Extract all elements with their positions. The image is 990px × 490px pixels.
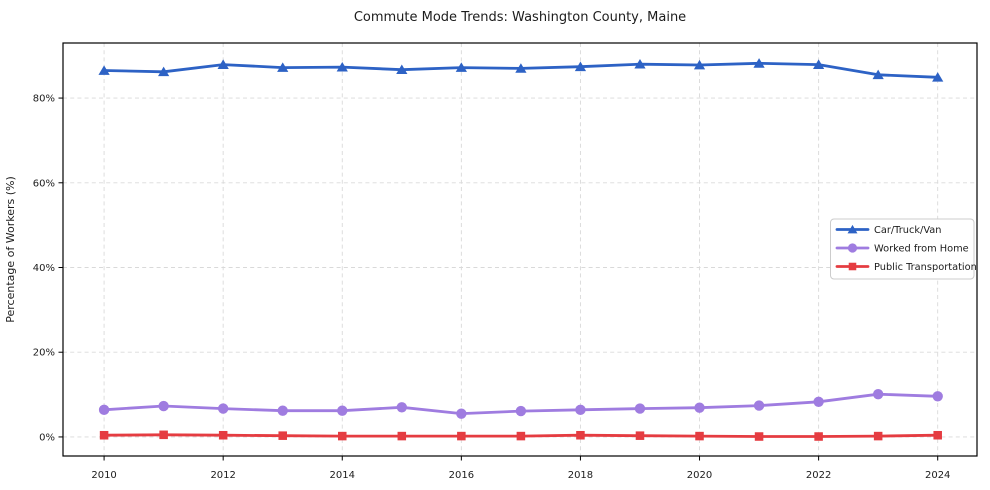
data-point-marker	[278, 431, 287, 440]
data-point-marker	[813, 396, 824, 407]
data-point-marker	[574, 61, 587, 72]
data-point-marker	[576, 430, 585, 440]
series-1	[98, 388, 943, 419]
data-point-marker	[217, 403, 229, 414]
data-point-marker	[158, 66, 170, 77]
data-point-marker	[158, 400, 169, 412]
data-point-marker	[693, 59, 706, 70]
x-tick-label: 2010	[91, 470, 116, 481]
data-point-marker	[277, 62, 289, 72]
data-point-marker	[635, 431, 645, 440]
data-point-marker	[456, 408, 467, 419]
data-point-marker	[694, 402, 705, 413]
data-point-marker	[873, 431, 883, 441]
y-tick-label: 80%	[33, 94, 55, 105]
data-point-marker	[872, 69, 884, 80]
y-axis-label: Percentage of Workers (%)	[4, 176, 17, 323]
y-tick-label: 0%	[39, 432, 55, 443]
plot-border	[62, 42, 978, 457]
data-point-marker	[457, 431, 466, 441]
data-point-marker	[337, 431, 347, 441]
data-point-marker	[932, 391, 943, 402]
axes-frame	[62, 42, 978, 457]
data-point-marker	[455, 62, 467, 72]
x-tick-label: 2016	[449, 470, 474, 481]
data-point-marker	[336, 61, 348, 72]
legend-item: Worked from Home	[835, 243, 969, 255]
data-point-marker	[99, 430, 109, 440]
data-point-marker	[695, 431, 704, 441]
data-point-marker	[159, 430, 168, 440]
data-point-marker	[396, 402, 408, 413]
series-0	[98, 58, 944, 82]
data-point-marker	[575, 404, 586, 416]
legend-swatch-marker	[847, 243, 858, 253]
y-tick-label: 40%	[33, 263, 55, 274]
data-point-marker	[634, 403, 646, 414]
data-point-marker	[217, 59, 229, 69]
data-point-marker	[397, 431, 407, 441]
x-tick-label: 2020	[687, 470, 712, 481]
legend-label: Car/Truck/Van	[874, 225, 941, 236]
series-lines	[98, 58, 944, 441]
data-point-marker	[753, 58, 765, 68]
x-tick-label: 2014	[330, 470, 355, 481]
y-tick-label: 60%	[33, 178, 55, 189]
data-point-marker	[932, 72, 944, 82]
data-point-marker	[812, 59, 825, 69]
data-point-marker	[98, 404, 110, 416]
tick-labels: 2010 2012 2014 2016 2018 2020 2022 2024 0% 20% 40%…	[33, 94, 951, 481]
data-point-marker	[872, 388, 884, 400]
data-point-marker	[933, 430, 942, 440]
legend-item: Public Transportation	[835, 262, 977, 273]
x-tick-label: 2018	[568, 470, 593, 481]
data-point-marker	[753, 400, 765, 411]
data-point-marker	[516, 431, 526, 441]
legend-item: Car/Truck/Van	[835, 224, 941, 236]
data-point-marker	[515, 63, 527, 73]
data-point-marker	[634, 58, 646, 69]
legend-swatch-marker	[848, 262, 857, 271]
y-tick-label: 20%	[33, 348, 55, 359]
data-point-marker	[98, 65, 110, 75]
x-tick-label: 2024	[925, 470, 950, 481]
legend: Car/Truck/Van Worked from Home Public Tran…	[830, 218, 977, 280]
data-point-marker	[396, 64, 408, 75]
data-point-marker	[277, 405, 288, 416]
data-point-marker	[754, 432, 764, 441]
data-point-marker	[814, 432, 823, 441]
data-point-marker	[218, 430, 228, 440]
data-point-marker	[515, 405, 527, 417]
legend-box	[830, 218, 975, 280]
x-tick-label: 2012	[210, 470, 235, 481]
legend-label: Public Transportation	[874, 262, 977, 273]
x-tick-label: 2022	[806, 470, 831, 481]
legend-swatch-marker	[847, 224, 858, 234]
chart-title: Commute Mode Trends: Washington County, …	[354, 10, 686, 25]
legend-label: Worked from Home	[874, 244, 969, 255]
data-point-marker	[337, 405, 348, 416]
series-2	[99, 430, 942, 441]
